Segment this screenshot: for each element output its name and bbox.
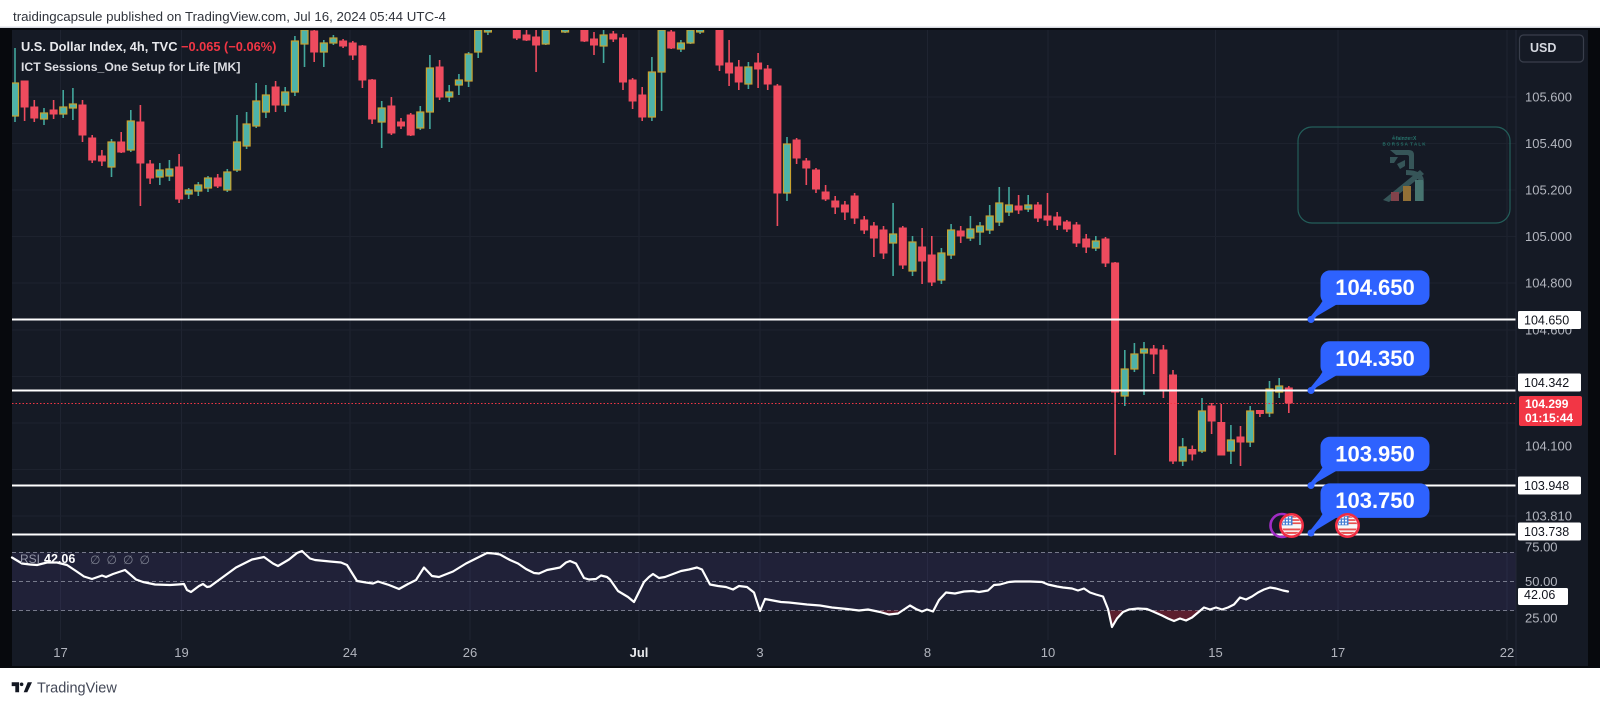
svg-text:RSI: RSI bbox=[20, 552, 40, 566]
svg-text:104.299: 104.299 bbox=[1525, 397, 1569, 411]
svg-text:103.738: 103.738 bbox=[1524, 525, 1569, 539]
svg-text:104.650: 104.650 bbox=[1524, 314, 1569, 328]
svg-text:01:15:44: 01:15:44 bbox=[1525, 411, 1573, 425]
svg-text:22: 22 bbox=[1500, 645, 1514, 660]
svg-text:105.400: 105.400 bbox=[1525, 136, 1572, 151]
svg-text:103.750: 103.750 bbox=[1335, 488, 1415, 513]
svg-text:50.00: 50.00 bbox=[1525, 574, 1558, 589]
svg-text:15: 15 bbox=[1208, 645, 1222, 660]
svg-text:8: 8 bbox=[924, 645, 931, 660]
svg-text:75.00: 75.00 bbox=[1525, 540, 1558, 555]
svg-text:42.06: 42.06 bbox=[44, 552, 75, 566]
svg-text:19: 19 bbox=[174, 645, 188, 660]
svg-text:traidingcapsule published on T: traidingcapsule published on TradingView… bbox=[13, 9, 446, 24]
svg-text:25.00: 25.00 bbox=[1525, 611, 1558, 626]
svg-text:104.800: 104.800 bbox=[1525, 276, 1572, 291]
svg-text:∅: ∅ bbox=[107, 553, 117, 567]
svg-text:17: 17 bbox=[53, 645, 67, 660]
svg-text:104.342: 104.342 bbox=[1524, 376, 1569, 390]
svg-text:103.950: 103.950 bbox=[1335, 442, 1415, 467]
svg-text:103.948: 103.948 bbox=[1524, 479, 1569, 493]
svg-text:103.810: 103.810 bbox=[1525, 509, 1572, 524]
svg-text:B O R S S A T A L K: B O R S S A T A L K bbox=[1382, 142, 1426, 147]
svg-text:U.S. Dollar Index, 4h, TVC −0.: U.S. Dollar Index, 4h, TVC −0.065 (−0.06… bbox=[21, 39, 276, 54]
svg-text:17: 17 bbox=[1331, 645, 1345, 660]
svg-text:104.350: 104.350 bbox=[1335, 346, 1415, 371]
svg-text:42.06: 42.06 bbox=[1524, 588, 1555, 602]
svg-text:105.600: 105.600 bbox=[1525, 90, 1572, 105]
svg-text:∅: ∅ bbox=[90, 553, 100, 567]
svg-text:∅: ∅ bbox=[123, 553, 133, 567]
svg-text:105.000: 105.000 bbox=[1525, 229, 1572, 244]
svg-text:105.200: 105.200 bbox=[1525, 183, 1572, 198]
svg-text:104.650: 104.650 bbox=[1335, 275, 1415, 300]
svg-text:24: 24 bbox=[343, 645, 357, 660]
svg-text:26: 26 bbox=[463, 645, 477, 660]
svg-text:∅: ∅ bbox=[140, 553, 150, 567]
svg-text:Jul: Jul bbox=[630, 645, 649, 660]
svg-text:≟fain≠e≈X: ≟fain≠e≈X bbox=[1392, 135, 1417, 142]
svg-text:USD: USD bbox=[1530, 41, 1556, 55]
svg-text:TradingView: TradingView bbox=[37, 681, 117, 697]
svg-text:3: 3 bbox=[756, 645, 763, 660]
svg-text:10: 10 bbox=[1041, 645, 1055, 660]
svg-text:ICT Sessions_One Setup for Lif: ICT Sessions_One Setup for Life [MK] bbox=[21, 60, 240, 74]
svg-text:104.100: 104.100 bbox=[1525, 439, 1572, 454]
